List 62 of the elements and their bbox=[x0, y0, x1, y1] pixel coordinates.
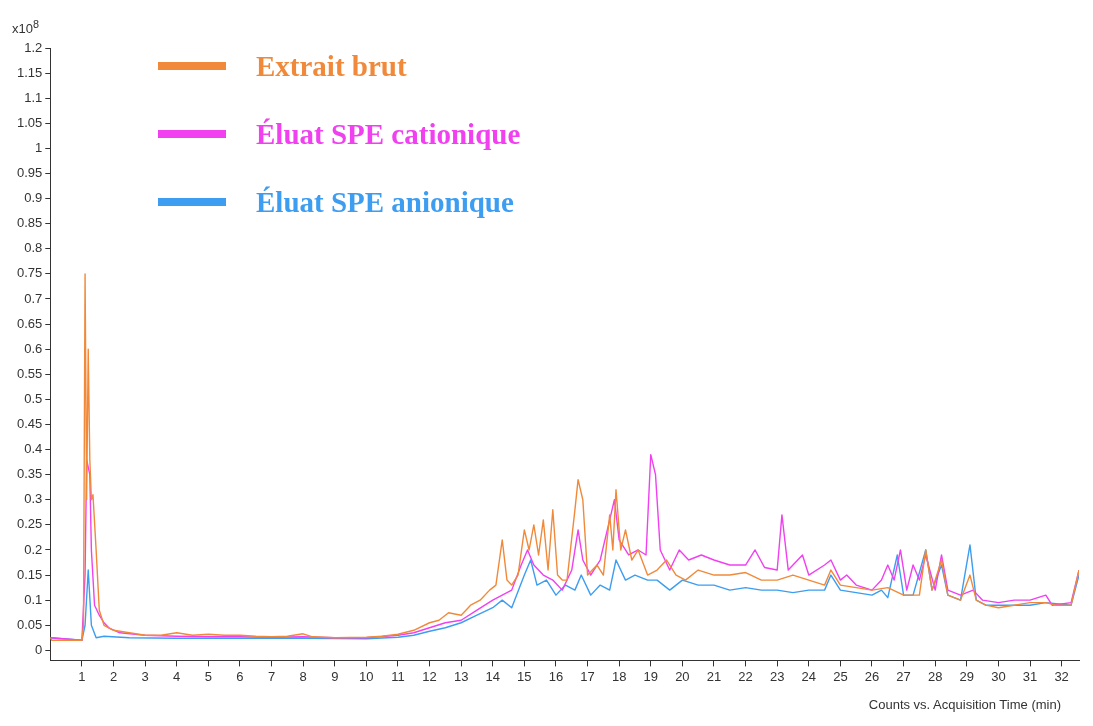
x-tick-label: 28 bbox=[927, 668, 943, 684]
x-tick-label: 13 bbox=[453, 668, 469, 684]
y-tick-label: 0.95 bbox=[16, 165, 43, 181]
y-tick-label: 0.75 bbox=[16, 265, 43, 281]
x-tick-label: 22 bbox=[738, 668, 753, 684]
x-tick-label: 9 bbox=[331, 668, 339, 684]
y-tick-label: 0.15 bbox=[16, 566, 43, 582]
x-tick-label: 15 bbox=[517, 668, 532, 684]
x-tick-label: 3 bbox=[141, 668, 149, 684]
y-tick-label: 0.35 bbox=[16, 466, 43, 482]
y-tick-label: 0.2 bbox=[24, 541, 43, 557]
y-tick-label: 1.2 bbox=[24, 39, 43, 55]
x-tick-label: 24 bbox=[801, 668, 817, 684]
x-tick-label: 1 bbox=[78, 668, 86, 684]
x-tick-label: 21 bbox=[706, 668, 722, 684]
legend-label: Éluat SPE cationique bbox=[256, 117, 521, 151]
y-tick-label: 0.6 bbox=[24, 340, 43, 356]
y-tick-label: 1.1 bbox=[24, 89, 43, 105]
x-tick-label: 11 bbox=[391, 668, 405, 684]
y-tick-label: 0.05 bbox=[16, 616, 43, 632]
legend-label: Extrait brut bbox=[256, 49, 407, 83]
y-tick-label: 0.1 bbox=[24, 591, 43, 607]
y-tick-label: 0.3 bbox=[24, 491, 43, 507]
x-tick-label: 8 bbox=[299, 668, 307, 684]
legend-label: Éluat SPE anionique bbox=[256, 185, 514, 219]
y-tick-label: 0.8 bbox=[24, 240, 43, 256]
x-tick-label: 6 bbox=[236, 668, 244, 684]
x-tick-label: 14 bbox=[485, 668, 500, 684]
x-tick-label: 25 bbox=[833, 668, 848, 684]
x-tick-label: 26 bbox=[864, 668, 880, 684]
y-tick-label: 0.7 bbox=[24, 290, 43, 306]
y-tick-label: 1.15 bbox=[16, 64, 43, 80]
x-tick-label: 12 bbox=[422, 668, 437, 684]
x-tick-label: 32 bbox=[1054, 668, 1069, 684]
x-tick-label: 4 bbox=[173, 668, 181, 684]
x-tick-label: 27 bbox=[896, 668, 911, 684]
y-tick-label: 0.85 bbox=[16, 215, 43, 231]
x-tick-label: 16 bbox=[548, 668, 564, 684]
x-tick-label: 31 bbox=[1022, 668, 1038, 684]
y-axis-title: x10$^{8}$ bbox=[12, 18, 39, 37]
x-tick-label: 17 bbox=[580, 668, 595, 684]
x-tick-label: 18 bbox=[611, 668, 627, 684]
x-tick-label: 30 bbox=[991, 668, 1006, 684]
y-tick-label: 0 bbox=[35, 641, 43, 657]
y-tick-label: 0.4 bbox=[24, 441, 43, 457]
y-tick-label: 1 bbox=[35, 139, 43, 155]
y-tick-label: 0.55 bbox=[16, 365, 43, 381]
x-tick-label: 20 bbox=[675, 668, 690, 684]
y-tick-label: 1.05 bbox=[16, 114, 43, 130]
x-tick-label: 23 bbox=[769, 668, 785, 684]
y-tick-label: 0.9 bbox=[24, 190, 43, 206]
x-tick-label: 7 bbox=[267, 668, 276, 684]
x-tick-label: 19 bbox=[643, 668, 659, 684]
x-tick-label: 2 bbox=[109, 668, 118, 684]
x-tick-label: 5 bbox=[204, 668, 212, 684]
y-tick-label: 0.45 bbox=[16, 416, 43, 432]
x-tick-label: 10 bbox=[359, 668, 374, 684]
x-tick-label: 29 bbox=[959, 668, 975, 684]
y-tick-label: 0.65 bbox=[16, 315, 43, 331]
y-tick-label: 0.25 bbox=[16, 516, 43, 532]
y-tick-label: 0.5 bbox=[24, 390, 43, 406]
x-axis-title: Counts vs. Acquisition Time (min) bbox=[868, 697, 1061, 712]
